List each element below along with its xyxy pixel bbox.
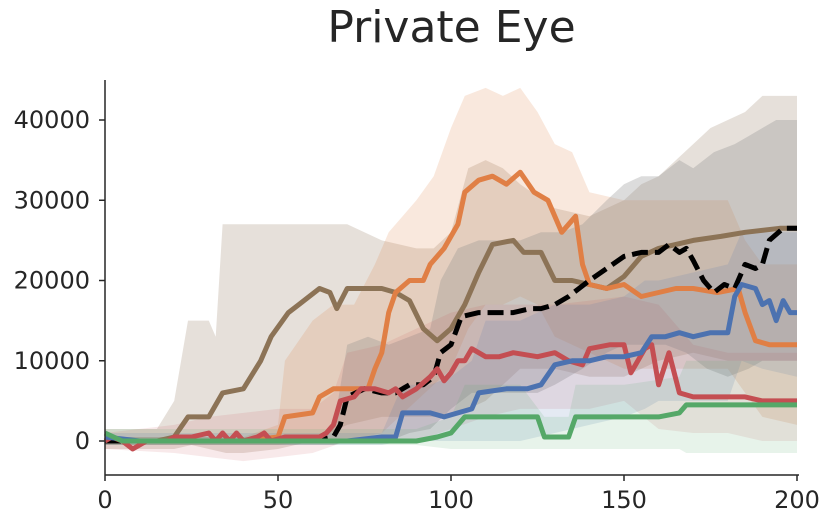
- chart-title: Private Eye: [327, 2, 576, 53]
- x-tick-label: 150: [601, 486, 647, 514]
- x-tick-label: 200: [774, 486, 820, 514]
- confidence-band-2: [105, 120, 797, 445]
- confidence-band-4: [105, 232, 797, 445]
- confidence-band-3: [105, 296, 797, 462]
- y-tick-label: 40000: [14, 106, 90, 134]
- x-tick-label: 50: [263, 486, 294, 514]
- x-tick-label: 0: [97, 486, 112, 514]
- series-line-1: [105, 169, 797, 444]
- series-line-5: [103, 402, 797, 444]
- axes: [104, 80, 799, 476]
- y-tick-label: 0: [75, 427, 90, 455]
- series-line-4: [104, 282, 797, 444]
- y-tick-label: 30000: [14, 186, 90, 214]
- x-tick-label: 100: [428, 486, 474, 514]
- y-tick-label: 10000: [14, 347, 90, 375]
- y-tick-label: 20000: [14, 267, 90, 295]
- confidence-band-0: [105, 95, 797, 454]
- series-lines: [103, 169, 797, 452]
- tick-labels: 0 10000 20000 30000 40000 0 50 100 150 200: [14, 106, 820, 514]
